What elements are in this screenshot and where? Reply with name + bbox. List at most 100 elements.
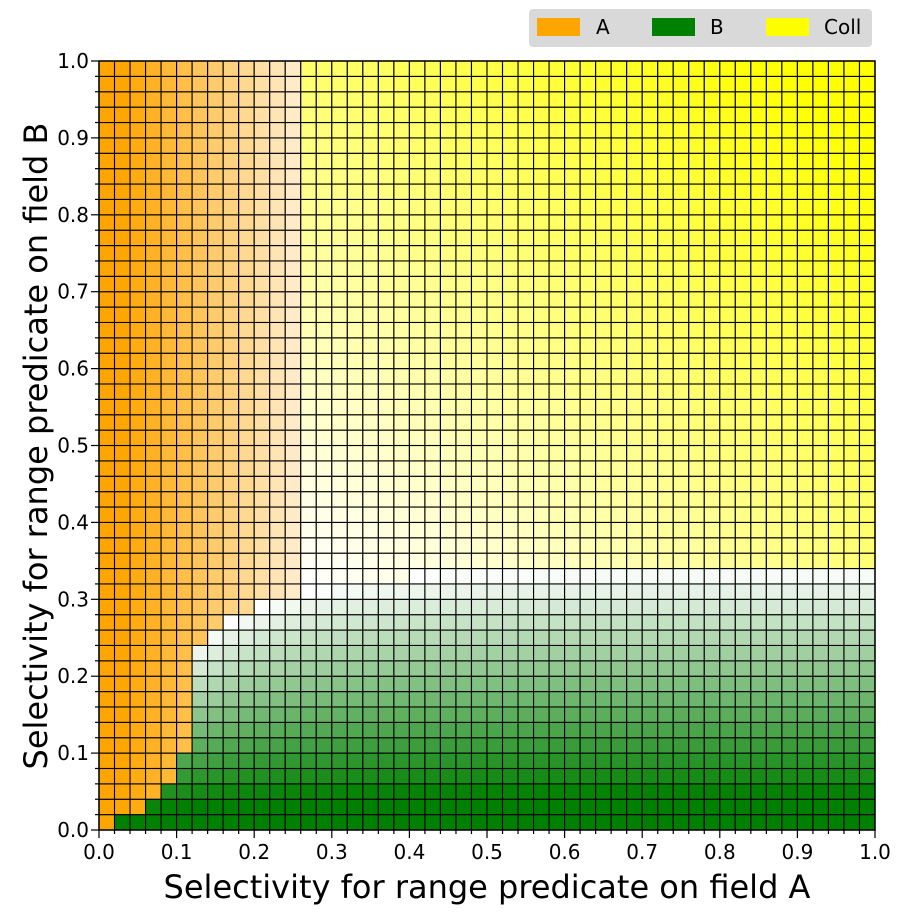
heatmap-cell <box>579 537 597 554</box>
heatmap-cell <box>672 275 690 293</box>
heatmap-cell <box>858 321 876 339</box>
heatmap-cell <box>688 275 705 293</box>
heatmap-cell <box>610 629 628 646</box>
heatmap-cell <box>176 152 193 170</box>
heatmap-cell <box>160 321 178 339</box>
heatmap-cell <box>781 444 798 462</box>
heatmap-cell <box>501 429 519 447</box>
heatmap-cell <box>486 260 504 277</box>
heatmap-cell <box>533 444 550 462</box>
heatmap-cell <box>377 168 395 185</box>
heatmap-cell <box>641 168 659 185</box>
heatmap-cell <box>145 567 162 585</box>
heatmap-cell <box>533 567 550 585</box>
heatmap-cell <box>750 598 767 616</box>
heatmap-cell <box>641 783 659 800</box>
heatmap-cell <box>781 398 798 416</box>
heatmap-cell <box>641 491 659 508</box>
heatmap-cell <box>377 275 395 293</box>
heatmap-cell <box>377 460 395 477</box>
heatmap-cell <box>626 60 643 77</box>
heatmap-cell <box>750 460 767 477</box>
heatmap-cell <box>812 414 829 431</box>
heatmap-cell <box>439 337 457 354</box>
heatmap-cell <box>548 675 566 693</box>
heatmap-cell <box>300 706 317 723</box>
heatmap-cell <box>858 60 876 77</box>
heatmap-cell <box>548 214 566 231</box>
heatmap-cell <box>781 783 798 800</box>
heatmap-cell <box>641 398 659 416</box>
heatmap-cell <box>470 783 488 800</box>
heatmap-cell <box>284 291 302 308</box>
heatmap-cell <box>533 475 550 493</box>
heatmap-cell <box>238 521 255 539</box>
heatmap-cell <box>238 491 255 508</box>
heatmap-cell <box>439 721 457 739</box>
x-tick-label: 0.8 <box>704 840 736 864</box>
heatmap-cell <box>657 521 674 539</box>
heatmap-cell <box>657 60 674 77</box>
heatmap-cell <box>113 152 131 170</box>
heatmap-cell <box>207 798 224 816</box>
heatmap-cell <box>284 183 302 200</box>
heatmap-cell <box>564 598 581 616</box>
heatmap-cell <box>113 537 131 554</box>
heatmap-cell <box>315 368 333 385</box>
heatmap-cell <box>626 444 643 462</box>
heatmap-cell <box>765 275 783 293</box>
heatmap-cell <box>346 798 364 816</box>
heatmap-cell <box>284 168 302 185</box>
heatmap-cell <box>129 75 147 93</box>
heatmap-cell <box>564 106 581 124</box>
heatmap-cell <box>812 491 829 508</box>
heatmap-cell <box>719 475 736 493</box>
heatmap-cell <box>533 75 550 93</box>
heatmap-cell <box>703 567 721 585</box>
heatmap-cell <box>207 137 224 154</box>
heatmap-cell <box>393 691 410 708</box>
heatmap-cell <box>222 60 240 77</box>
heatmap-cell <box>595 137 612 154</box>
heatmap-cell <box>145 245 162 262</box>
heatmap-cell <box>113 721 131 739</box>
heatmap-cell <box>300 414 317 431</box>
heatmap-cell <box>191 552 209 570</box>
heatmap-cell <box>781 737 798 754</box>
heatmap-cell <box>501 198 519 216</box>
heatmap-cell <box>858 291 876 308</box>
heatmap-cell <box>129 721 147 739</box>
heatmap-cell <box>470 506 488 523</box>
heatmap-cell <box>331 614 348 631</box>
heatmap-cell <box>595 444 612 462</box>
heatmap-cell <box>145 752 162 770</box>
heatmap-cell <box>765 414 783 431</box>
heatmap-cell <box>548 767 566 785</box>
heatmap-cell <box>812 506 829 523</box>
heatmap-cell <box>688 414 705 431</box>
heatmap-cell <box>439 352 457 370</box>
heatmap-cell <box>564 414 581 431</box>
heatmap-cell <box>331 429 348 447</box>
heatmap-cell <box>548 475 566 493</box>
heatmap-cell <box>362 521 379 539</box>
heatmap-cell <box>548 229 566 247</box>
heatmap-cell <box>207 721 224 739</box>
heatmap-cell <box>362 675 379 693</box>
heatmap-cell <box>408 767 426 785</box>
heatmap-cell <box>548 321 566 339</box>
heatmap-cell <box>517 383 535 400</box>
heatmap-cell <box>672 121 690 139</box>
heatmap-cell <box>346 491 364 508</box>
heatmap-cell <box>284 814 302 831</box>
heatmap-cell <box>439 583 457 600</box>
heatmap-cell <box>595 783 612 800</box>
heatmap-cell <box>331 767 348 785</box>
heatmap-cell <box>284 137 302 154</box>
heatmap-cell <box>269 798 286 816</box>
heatmap-cell <box>331 306 348 324</box>
heatmap-cell <box>548 783 566 800</box>
heatmap-cell <box>533 306 550 324</box>
heatmap-cell <box>238 537 255 554</box>
heatmap-cell <box>362 614 379 631</box>
